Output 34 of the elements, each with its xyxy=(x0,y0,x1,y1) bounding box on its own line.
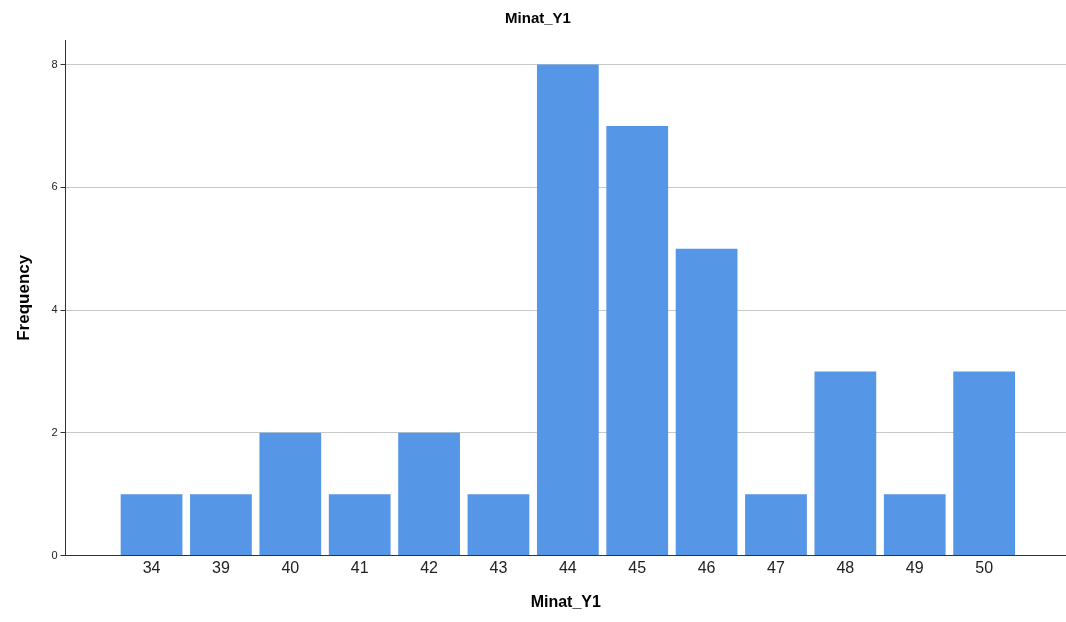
bar xyxy=(814,371,877,556)
x-tick-label: 47 xyxy=(767,558,785,576)
bar xyxy=(536,64,599,556)
x-tick-label: 48 xyxy=(836,558,855,576)
y-tick-label: 6 xyxy=(51,180,58,193)
bar xyxy=(606,125,669,556)
x-tick-label: 39 xyxy=(212,558,230,576)
chart-title: Minat_Y1 xyxy=(505,9,571,27)
y-tick-label: 0 xyxy=(51,548,58,561)
bar xyxy=(467,494,530,556)
x-tick-label: 40 xyxy=(281,558,300,576)
bar xyxy=(398,432,460,556)
x-tick-label: 42 xyxy=(420,558,439,576)
x-tick-label: 43 xyxy=(489,558,508,576)
bar xyxy=(745,494,807,556)
bar xyxy=(328,494,391,556)
x-tick-label: 50 xyxy=(975,558,994,576)
x-tick-label: 44 xyxy=(558,558,577,576)
bar xyxy=(953,371,1016,556)
x-axis-title: Minat_Y1 xyxy=(530,592,601,610)
y-tick-label: 4 xyxy=(51,303,58,316)
bar xyxy=(675,248,738,556)
y-tick-label: 2 xyxy=(51,425,58,438)
y-tick-label: 8 xyxy=(51,57,58,70)
x-tick-label: 34 xyxy=(142,558,161,576)
x-tick-label: 45 xyxy=(628,558,647,576)
y-axis-title: Frequency xyxy=(13,254,33,341)
bar xyxy=(259,432,322,556)
bar xyxy=(120,494,183,556)
x-tick-label: 49 xyxy=(905,558,924,576)
x-tick-label: 46 xyxy=(697,558,716,576)
bar xyxy=(190,494,252,556)
bar xyxy=(883,494,946,556)
x-tick-label: 41 xyxy=(350,558,369,576)
